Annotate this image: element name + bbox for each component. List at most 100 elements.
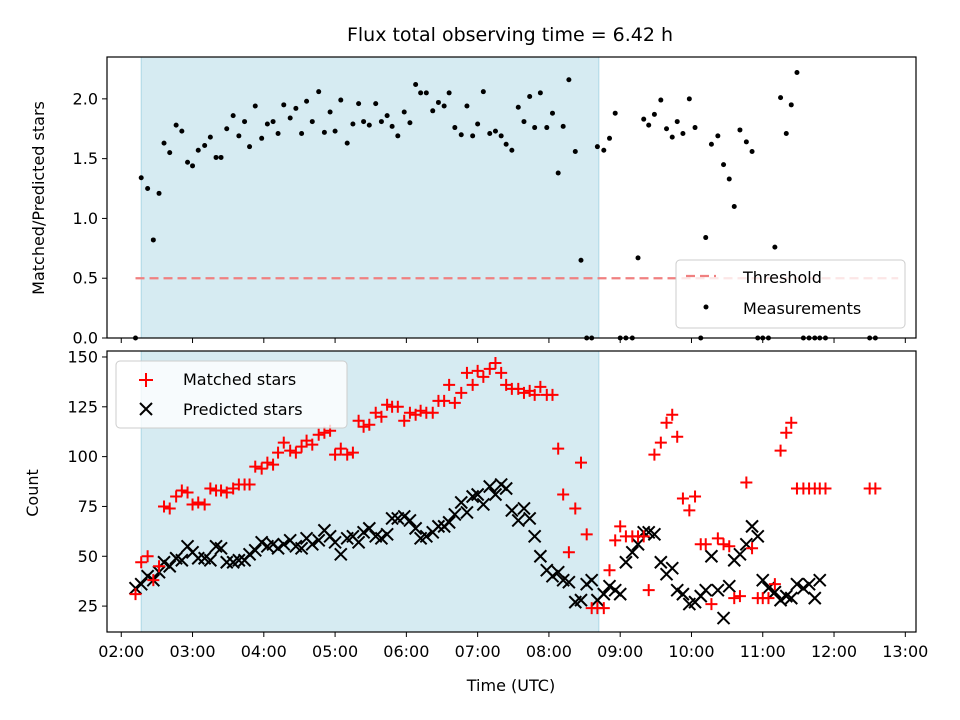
measurement-point	[321, 129, 327, 135]
predicted-star-point	[597, 587, 611, 601]
measurement-point	[452, 125, 458, 131]
measurement-point	[749, 148, 755, 154]
matched-star-point	[249, 460, 262, 473]
matched-legend-label: Matched stars	[183, 370, 296, 389]
matched-star-point	[398, 414, 411, 427]
measurement-point	[641, 116, 647, 122]
matched-star-point	[198, 498, 211, 511]
matched-star-point	[375, 410, 388, 423]
matched-star-point	[723, 540, 736, 553]
matched-star-point	[163, 502, 176, 515]
measurement-point	[401, 109, 407, 115]
matched-star-point	[552, 442, 565, 455]
matched-star-point	[733, 590, 746, 603]
matched-star-point	[186, 498, 199, 511]
predicted-star-point	[813, 573, 827, 587]
x-tick-label: 12:00	[811, 642, 857, 661]
matched-star-point	[660, 416, 673, 429]
measurements-legend-label: Measurements	[743, 299, 861, 318]
matched-star-point	[414, 404, 427, 417]
bottom-axes-frame	[106, 350, 917, 633]
matched-star-point	[346, 446, 359, 459]
measurement-point	[378, 119, 384, 125]
measurement-point	[560, 123, 566, 129]
measurement-point	[384, 113, 390, 119]
measurement-point	[373, 101, 379, 107]
measurement-point	[555, 170, 561, 176]
matched-star-point	[637, 530, 650, 543]
matched-star-point	[705, 598, 718, 611]
matched-star-point	[438, 394, 451, 407]
measurement-point	[230, 113, 236, 119]
bottom-panel: 25 50 75 100 125 150 02:00 03:00 04:00 05:00 06:0…	[23, 347, 928, 695]
x-tick-label: 03:00	[169, 642, 215, 661]
measurement-point	[356, 101, 362, 107]
measurement-point	[332, 128, 338, 134]
predicted-star-point	[328, 535, 342, 550]
predicted-stars-points	[128, 477, 827, 625]
matched-star-point	[603, 564, 616, 577]
matched-star-point	[455, 386, 468, 399]
predicted-star-point	[334, 547, 348, 561]
matched-star-point	[334, 442, 347, 455]
matched-star-point	[158, 500, 171, 513]
measurement-point	[607, 135, 613, 141]
top-axes-frame	[106, 56, 917, 339]
top-y-tick-label: 2.0	[73, 89, 98, 108]
matched-star-point	[683, 504, 696, 517]
predicted-star-point	[254, 535, 269, 550]
predicted-star-point	[351, 535, 366, 550]
matched-star-point	[289, 446, 302, 459]
measurement-point	[772, 244, 778, 250]
measurement-point	[532, 125, 538, 131]
matched-star-point	[676, 492, 689, 505]
predicted-legend-marker	[139, 402, 153, 416]
predicted-star-point	[745, 519, 759, 534]
matched-star-point	[471, 364, 484, 377]
matched-star-point	[255, 462, 268, 475]
measurement-point	[316, 89, 322, 95]
measurement-point	[726, 176, 732, 182]
matched-star-point	[460, 366, 473, 379]
measurement-point	[138, 175, 144, 181]
predicted-star-point	[784, 591, 798, 605]
predicted-star-point	[419, 529, 434, 544]
matched-star-point	[147, 574, 160, 587]
matched-star-point	[141, 550, 154, 563]
matched-star-point	[466, 378, 479, 391]
predicted-star-point	[704, 549, 719, 563]
measurement-point	[475, 121, 481, 127]
measurement-point	[327, 109, 333, 115]
measurement-point	[601, 147, 607, 153]
measurement-point	[509, 147, 515, 153]
matched-star-point	[306, 438, 319, 451]
predicted-star-point	[562, 575, 576, 589]
matched-star-point	[181, 486, 194, 499]
matched-star-point	[780, 426, 793, 439]
measurement-point	[686, 96, 692, 102]
bottom-x-ticks: 02:00 03:00 04:00 05:00 06:00 07:00 08:00 09:00…	[98, 632, 928, 661]
measurement-point	[566, 77, 572, 83]
measurement-point	[731, 203, 737, 209]
predicted-star-point	[631, 537, 645, 552]
matched-star-point	[495, 366, 508, 379]
matched-star-point	[614, 520, 627, 533]
measurement-point	[150, 237, 156, 243]
measurement-point	[794, 70, 800, 76]
predicted-star-point	[232, 553, 246, 567]
matched-star-point	[443, 378, 456, 391]
measurement-point	[743, 139, 749, 145]
predicted-star-point	[499, 481, 513, 496]
matched-star-point	[267, 458, 280, 471]
predicted-star-point	[511, 513, 525, 528]
bottom-y-tick-label: 125	[67, 397, 98, 416]
measurement-point	[487, 131, 493, 137]
measurement-point	[195, 147, 201, 153]
predicted-star-point	[802, 577, 816, 591]
measurement-point	[366, 122, 372, 128]
matched-star-point	[220, 486, 233, 499]
measurement-point	[213, 154, 219, 160]
matched-star-point	[580, 528, 593, 541]
measurement-point	[692, 125, 698, 131]
predicted-star-point	[242, 547, 257, 561]
